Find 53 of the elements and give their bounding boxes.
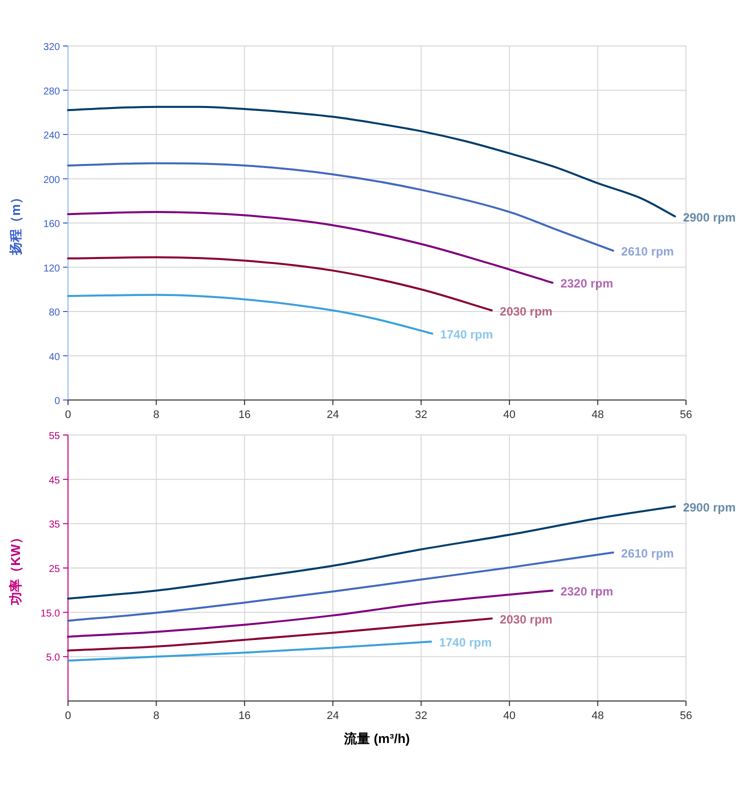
line-series [67,162,614,252]
line-series [67,505,676,600]
series-label: 1740 rpm [440,328,493,342]
x-tick-label: 40 [503,710,516,722]
x-tick-label: 16 [238,710,251,722]
series-label: 1740 rpm [439,636,492,650]
x-tick-label: 24 [326,409,339,421]
y-tick-label: 0 [54,396,60,407]
y-tick-label: 80 [48,308,60,318]
series-label: 2900 rpm [682,210,736,224]
series-label: 2610 rpm [621,546,674,560]
y-tick-label: 320 [43,42,60,53]
line-series [67,106,676,218]
line-series [67,590,554,638]
x-tick-label: 16 [238,409,251,421]
x-tick-label: 8 [153,409,160,421]
x-tick-label: 48 [592,710,604,722]
y-tick-label: 40 [48,352,60,363]
line-series [67,618,493,652]
y-tick-label: 120 [43,263,60,274]
y-tick-label: 25 [48,564,60,575]
x-tick-label: 56 [680,409,692,421]
y-tick-label: 55 [48,431,60,442]
y-tick-label: 200 [43,174,60,186]
line-series [67,210,554,284]
x-tick-label: 32 [415,409,428,421]
x-tick-label: 0 [64,409,72,421]
x-tick-label: 40 [503,409,516,421]
y-tick-label: 45 [48,475,60,486]
series-label: 2320 rpm [560,584,614,599]
x-tick-label: 48 [592,409,604,421]
series-label: 2610 rpm [621,244,674,259]
x-tick-label: 24 [326,710,339,722]
x-tick-label: 0 [64,710,72,722]
line-series [67,640,432,662]
y-tick-label: 280 [43,86,60,98]
line-series [67,294,434,335]
y-tick-label: 15.0 [40,608,60,620]
y-axis-title: 功率（KW） [8,531,23,606]
x-axis-title: 流量 (m³/h) [343,731,410,746]
series-label: 2900 rpm [682,500,736,514]
x-tick-label: 32 [415,710,428,722]
y-tick-label: 5.0 [46,652,60,664]
series-label: 2320 rpm [560,276,614,291]
series-label: 2030 rpm [500,612,552,627]
x-tick-label: 8 [153,710,160,722]
line-series [67,256,493,312]
y-tick-label: 35 [48,520,60,531]
y-tick-label: 240 [43,130,60,142]
series-label: 2030 rpm [500,304,552,318]
x-tick-label: 56 [680,710,692,722]
y-axis-title: 扬程（m） [8,191,23,256]
y-tick-label: 160 [43,219,60,230]
